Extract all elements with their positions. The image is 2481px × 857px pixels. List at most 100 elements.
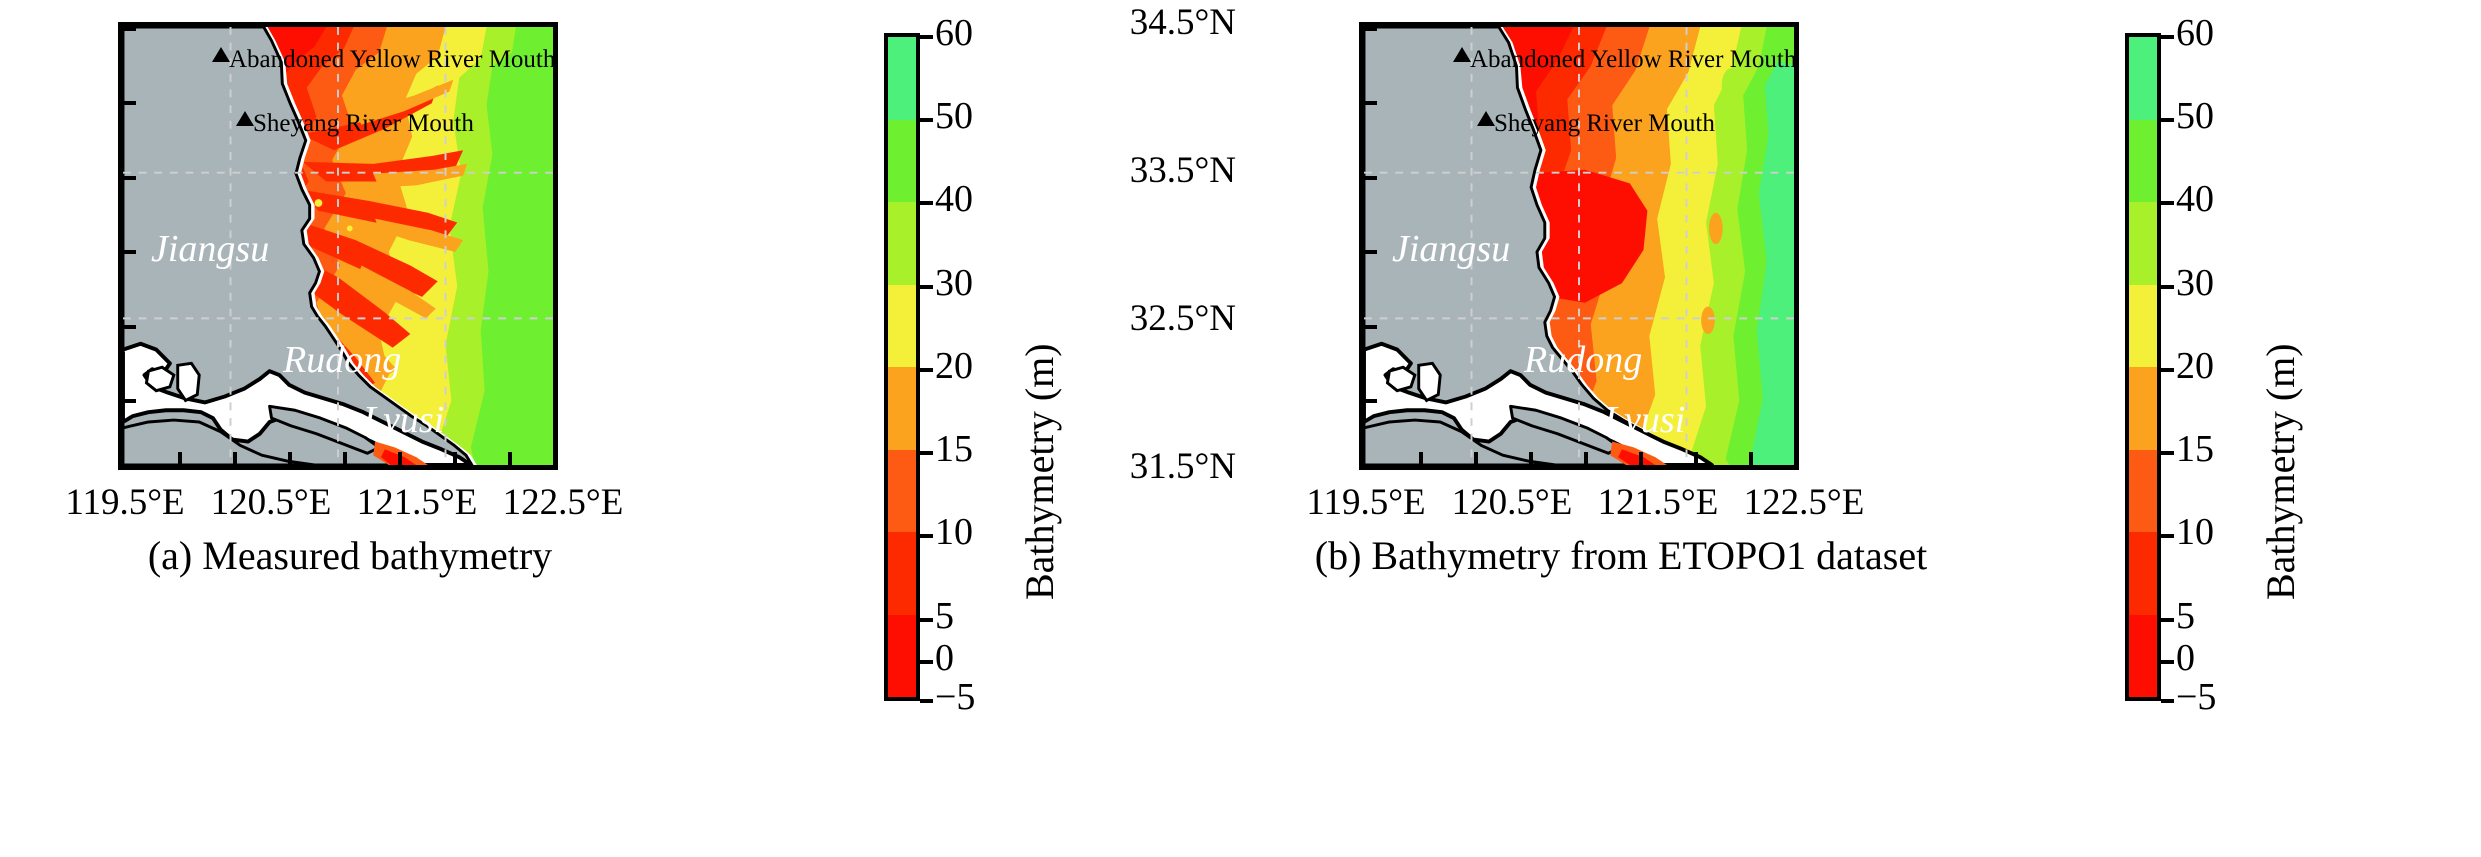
panel-b-xlabel-2: 121.5°E <box>1597 482 1719 523</box>
panel-a-xlabel-2: 121.5°E <box>356 482 478 523</box>
cbar-label-40: 40 <box>935 178 973 220</box>
cbar-label-10: 10 <box>2176 511 2214 553</box>
cbar-segment-10-15 <box>888 449 916 532</box>
place-label-jiangsu: Jiangsu <box>1392 228 1511 270</box>
panel-b-xlabel-0: 119.5°E <box>1306 482 1426 523</box>
cbar-tick-50 <box>2161 118 2174 122</box>
panel-b-ylabel-1: 33.5°N <box>1129 150 1236 191</box>
cbar-segment-5-10 <box>2129 532 2157 615</box>
cbar-tick-0 <box>2161 660 2174 664</box>
cbar-label-5: 5 <box>935 595 954 637</box>
cbar-segment-10-15 <box>2129 449 2157 532</box>
panel-a-xtick-1 <box>233 452 237 465</box>
cbar-label-20: 20 <box>935 345 973 387</box>
place-label-rudong: Rudong <box>283 339 402 381</box>
panel-b-ytick-5 <box>1364 399 1377 403</box>
cbar-segment-15-20 <box>888 367 916 450</box>
cbar-tick-15 <box>920 451 933 455</box>
panel-b-ytick-2 <box>1364 176 1377 180</box>
panel-b-xtick-5 <box>1694 452 1698 465</box>
cbar-label-0: 0 <box>935 637 954 679</box>
abandoned-yellow-river-mouth-label: Abandoned Yellow River Mouth <box>229 46 556 73</box>
panel-b-ytick-0 <box>1364 27 1377 31</box>
cbar-tick-40 <box>2161 201 2174 205</box>
panel-a-xtick-4 <box>398 452 402 465</box>
panel-b-xtick-1 <box>1474 452 1478 465</box>
cbar-tick-10 <box>2161 534 2174 538</box>
cbar-label-minus5: −5 <box>2176 676 2217 718</box>
panel-b-ytick-3 <box>1364 250 1377 254</box>
cbar-label-0: 0 <box>2176 637 2195 679</box>
cbar-label-5: 5 <box>2176 595 2195 637</box>
cbar-label-15: 15 <box>2176 428 2214 470</box>
cbar-tick-30 <box>920 285 933 289</box>
cbar-label-60: 60 <box>935 12 973 54</box>
cbar-tick-10 <box>920 534 933 538</box>
sheyang-river-mouth-label: Sheyang River Mouth <box>1494 110 1715 137</box>
cbar-segment-50-60 <box>2129 37 2157 120</box>
panel-a-ytick-0 <box>123 27 136 31</box>
cbar-label-minus5: −5 <box>935 676 976 718</box>
abandoned-yellow-river-mouth-label: Abandoned Yellow River Mouth <box>1470 46 1797 73</box>
panel-b-ylabel-0: 34.5°N <box>1129 2 1236 43</box>
panel-b-xlabel-3: 122.5°E <box>1743 482 1865 523</box>
cbar-label-40: 40 <box>2176 178 2214 220</box>
panel-a-xtick-6 <box>508 452 512 465</box>
cbar-tick-20 <box>920 368 933 372</box>
panel-a-xtick-2 <box>288 452 292 465</box>
panel-a-ytick-3 <box>123 250 136 254</box>
panel-a-bathymetry-contours <box>123 27 553 465</box>
panel-b-caption: (b) Bathymetry from ETOPO1 dataset <box>1314 533 1928 578</box>
cbar-segment-50-60 <box>888 37 916 120</box>
panel-a-ytick-1 <box>123 101 136 105</box>
cbar-tick-30 <box>2161 285 2174 289</box>
panel-b-xtick-0 <box>1419 452 1423 465</box>
cbar-tick-5 <box>2161 618 2174 622</box>
place-label-lyusi: Lyusi <box>363 399 445 441</box>
panel-a-xlabel-3: 122.5°E <box>502 482 624 523</box>
cbar-tick-40 <box>920 201 933 205</box>
cbar-label-20: 20 <box>2176 345 2214 387</box>
panel-a-xlabel-0: 119.5°E <box>65 482 185 523</box>
abandoned-yellow-river-mouth-marker-icon <box>212 47 230 62</box>
place-label-jiangsu: Jiangsu <box>151 228 270 270</box>
cbar-segment-5-10 <box>888 532 916 615</box>
abandoned-yellow-river-mouth-marker-icon <box>1453 47 1471 62</box>
panel-a-xtick-5 <box>453 452 457 465</box>
cbar-segment-30-40 <box>888 202 916 285</box>
cbar-segment-15-20 <box>2129 367 2157 450</box>
cbar-segment-40-50 <box>888 119 916 202</box>
cbar-tick-20 <box>2161 368 2174 372</box>
cbar-segment-40-50 <box>2129 119 2157 202</box>
panel-b-xtick-3 <box>1584 452 1588 465</box>
panel-a-map: Abandoned Yellow River Mouth Sheyang Riv… <box>118 22 558 470</box>
colorbar-title: Bathymetry (m) <box>2258 343 2303 600</box>
cbar-label-50: 50 <box>935 95 973 137</box>
cbar-tick-60 <box>2161 35 2174 39</box>
cbar-tick-15 <box>2161 451 2174 455</box>
cbar-segment-20-30 <box>888 284 916 367</box>
sheyang-river-mouth-marker-icon <box>236 111 254 126</box>
cbar-label-60: 60 <box>2176 12 2214 54</box>
colorbar-title: Bathymetry (m) <box>1017 343 1062 600</box>
panel-b-ytick-1 <box>1364 101 1377 105</box>
cbar-tick-0 <box>920 660 933 664</box>
sheyang-river-mouth-marker-icon <box>1477 111 1495 126</box>
panel-a-ytick-2 <box>123 176 136 180</box>
panel-b-xlabel-1: 120.5°E <box>1451 482 1573 523</box>
panel-a-caption: (a) Measured bathymetry <box>147 533 553 578</box>
panel-a-measured-bathymetry: 34.5°N 33.5°N 32.5°N 31.5°N 119.5°E 120.… <box>0 0 1240 857</box>
cbar-segment-minus5-5 <box>888 614 916 697</box>
place-label-rudong: Rudong <box>1524 339 1643 381</box>
cbar-segment-30-40 <box>2129 202 2157 285</box>
cbar-segment-20-30 <box>2129 284 2157 367</box>
cbar-tick-60 <box>920 35 933 39</box>
panel-b-etopo1-bathymetry: 34.5°N 33.5°N 32.5°N 31.5°N 119.5°E 120.… <box>1130 0 2481 857</box>
cbar-tick-minus5 <box>2161 699 2174 703</box>
panel-a-xtick-0 <box>178 452 182 465</box>
cbar-segment-minus5-5 <box>2129 614 2157 697</box>
sheyang-river-mouth-label: Sheyang River Mouth <box>253 110 474 137</box>
place-label-lyusi: Lyusi <box>1604 399 1686 441</box>
cbar-label-15: 15 <box>935 428 973 470</box>
